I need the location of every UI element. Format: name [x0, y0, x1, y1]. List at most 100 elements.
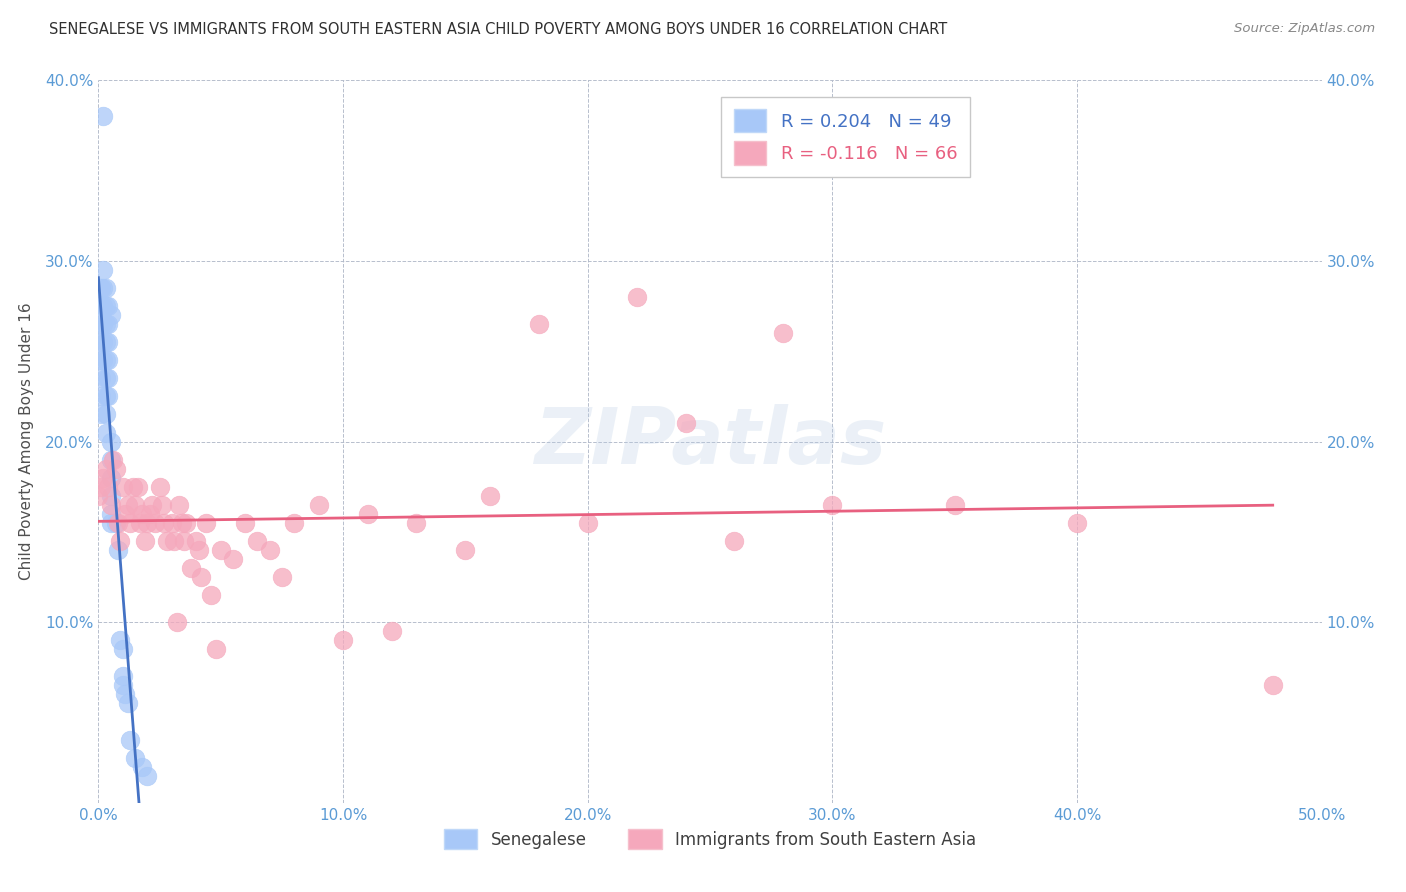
Point	[195, 516, 218, 530]
Point	[149, 480, 172, 494]
Point	[127, 480, 149, 494]
Point	[110, 633, 132, 648]
Point	[100, 489, 122, 503]
Point	[94, 408, 117, 422]
Point	[100, 452, 122, 467]
Point	[205, 642, 228, 657]
Point	[222, 552, 245, 566]
Point	[94, 299, 117, 313]
Point	[176, 516, 198, 530]
Point	[100, 516, 122, 530]
Point	[270, 570, 294, 584]
Point	[200, 588, 222, 602]
Point	[111, 678, 134, 692]
Point	[90, 281, 112, 295]
Point	[104, 461, 127, 475]
Point	[91, 471, 114, 485]
Point	[233, 516, 256, 530]
Point	[143, 516, 166, 530]
Point	[97, 299, 120, 313]
Point	[173, 533, 195, 548]
Point	[107, 542, 129, 557]
Point	[117, 697, 139, 711]
Point	[139, 507, 162, 521]
Point	[111, 669, 134, 683]
Point	[527, 317, 550, 331]
Point	[166, 615, 188, 630]
Point	[94, 371, 117, 385]
Point	[97, 480, 120, 494]
Point	[100, 507, 122, 521]
Point	[110, 533, 132, 548]
Point	[107, 516, 129, 530]
Point	[136, 516, 159, 530]
Point	[626, 290, 648, 304]
Y-axis label: Child Poverty Among Boys Under 16: Child Poverty Among Boys Under 16	[18, 302, 34, 581]
Point	[97, 389, 120, 403]
Point	[94, 353, 117, 368]
Point	[308, 498, 330, 512]
Point	[90, 335, 112, 350]
Point	[283, 516, 305, 530]
Point	[772, 326, 794, 340]
Point	[117, 498, 139, 512]
Point	[190, 570, 212, 584]
Point	[1066, 516, 1088, 530]
Text: ZIPatlas: ZIPatlas	[534, 403, 886, 480]
Point	[576, 516, 599, 530]
Point	[100, 434, 122, 449]
Point	[90, 353, 112, 368]
Point	[124, 498, 146, 512]
Point	[675, 417, 697, 431]
Point	[94, 281, 117, 295]
Text: SENEGALESE VS IMMIGRANTS FROM SOUTH EASTERN ASIA CHILD POVERTY AMONG BOYS UNDER : SENEGALESE VS IMMIGRANTS FROM SOUTH EAST…	[49, 22, 948, 37]
Point	[124, 750, 146, 764]
Point	[100, 308, 122, 322]
Point	[405, 516, 427, 530]
Point	[114, 507, 136, 521]
Point	[209, 542, 232, 557]
Point	[129, 516, 152, 530]
Point	[156, 533, 179, 548]
Point	[187, 542, 209, 557]
Point	[114, 687, 136, 701]
Point	[356, 507, 378, 521]
Point	[478, 489, 501, 503]
Point	[180, 561, 202, 575]
Point	[94, 389, 117, 403]
Point	[94, 461, 117, 475]
Point	[111, 642, 134, 657]
Point	[150, 498, 173, 512]
Point	[94, 317, 117, 331]
Point	[91, 299, 114, 313]
Point	[91, 281, 114, 295]
Point	[90, 408, 112, 422]
Point	[454, 542, 477, 557]
Point	[94, 335, 117, 350]
Point	[121, 480, 143, 494]
Point	[94, 425, 117, 440]
Point	[97, 353, 120, 368]
Point	[821, 498, 844, 512]
Point	[160, 516, 183, 530]
Point	[1261, 678, 1284, 692]
Point	[91, 353, 114, 368]
Point	[131, 760, 153, 774]
Point	[100, 498, 122, 512]
Point	[120, 516, 142, 530]
Point	[381, 624, 404, 639]
Point	[943, 498, 966, 512]
Point	[136, 769, 159, 783]
Point	[101, 452, 124, 467]
Point	[91, 317, 114, 331]
Point	[246, 533, 269, 548]
Point	[153, 516, 176, 530]
Point	[104, 516, 127, 530]
Point	[91, 335, 114, 350]
Point	[100, 471, 122, 485]
Point	[120, 732, 142, 747]
Point	[141, 498, 163, 512]
Text: Source: ZipAtlas.com: Source: ZipAtlas.com	[1234, 22, 1375, 36]
Point	[91, 263, 114, 277]
Point	[90, 299, 112, 313]
